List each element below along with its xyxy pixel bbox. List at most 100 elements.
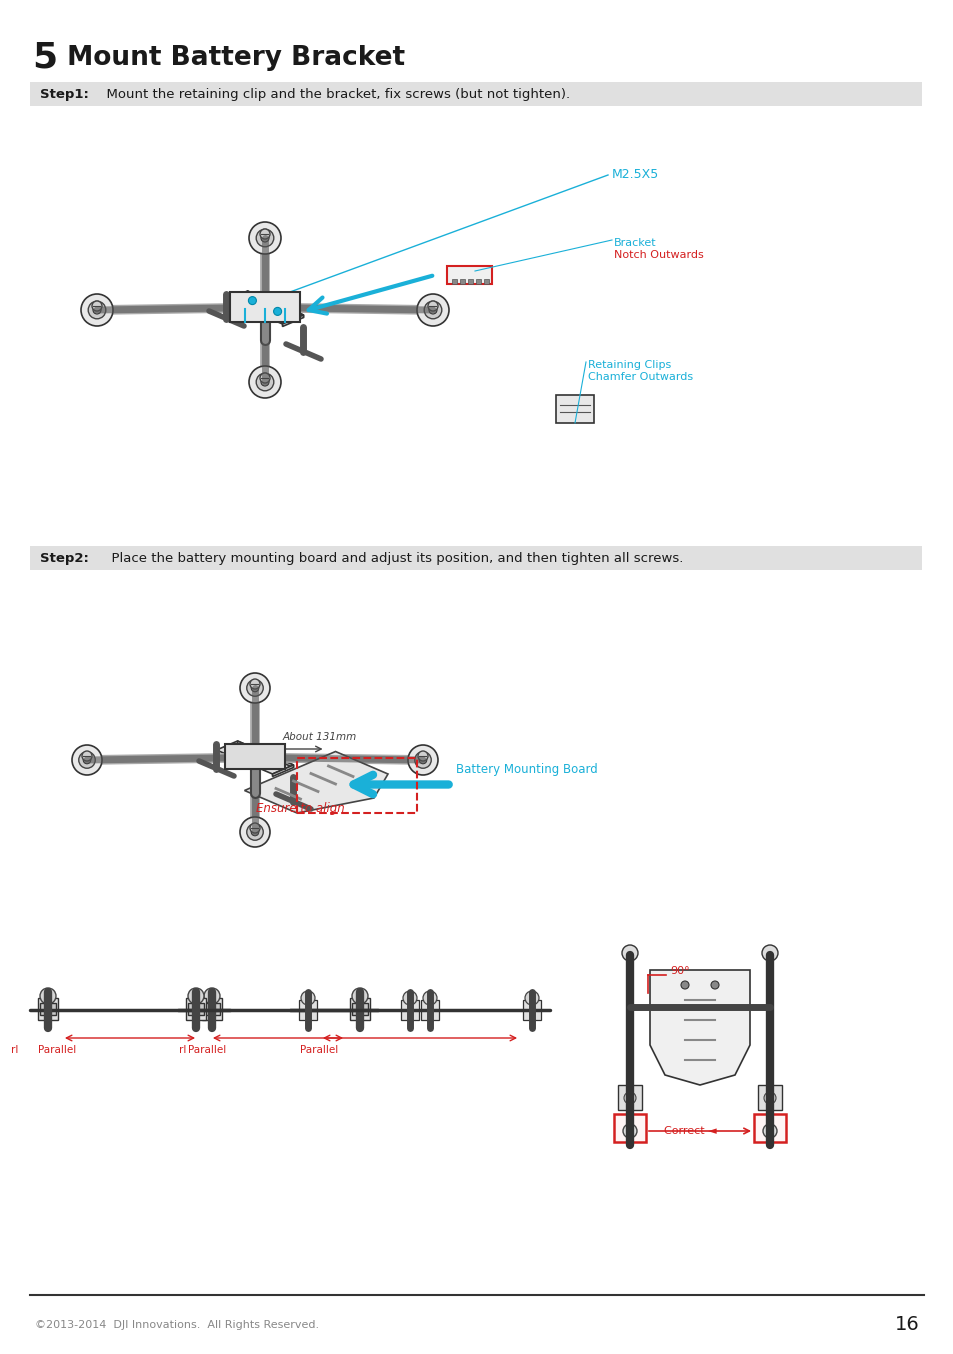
Circle shape	[256, 374, 274, 391]
Circle shape	[680, 982, 688, 988]
Circle shape	[251, 829, 258, 835]
Text: 16: 16	[894, 1316, 919, 1335]
Circle shape	[193, 992, 199, 999]
Circle shape	[402, 991, 416, 1005]
Text: Chamfer Outwards: Chamfer Outwards	[587, 372, 693, 382]
Bar	[556, 395, 594, 422]
Polygon shape	[649, 969, 749, 1085]
Text: Battery Mounting Board: Battery Mounting Board	[456, 764, 598, 776]
Circle shape	[428, 301, 437, 311]
Text: Step1:: Step1:	[40, 88, 89, 102]
Circle shape	[261, 234, 269, 242]
Polygon shape	[273, 765, 294, 776]
Circle shape	[260, 229, 270, 240]
Circle shape	[524, 991, 538, 1005]
Bar	[40, 1003, 56, 1016]
Text: ©2013-2014  DJI Innovations.  All Rights Reserved.: ©2013-2014 DJI Innovations. All Rights R…	[35, 1320, 319, 1330]
Text: rl: rl	[11, 1045, 19, 1055]
Circle shape	[45, 992, 51, 999]
Text: Place the battery mounting board and adjust its position, and then tighten all s: Place the battery mounting board and adj…	[103, 552, 682, 565]
Circle shape	[40, 988, 56, 1005]
Circle shape	[763, 1091, 775, 1104]
Bar	[225, 743, 285, 769]
Bar	[758, 1085, 781, 1110]
Circle shape	[274, 307, 281, 315]
Circle shape	[250, 678, 260, 689]
Circle shape	[249, 222, 281, 255]
Bar	[230, 292, 299, 322]
Polygon shape	[244, 751, 388, 812]
Circle shape	[88, 301, 106, 318]
Circle shape	[260, 372, 270, 383]
Circle shape	[247, 680, 263, 696]
Bar	[350, 998, 370, 1020]
Circle shape	[356, 992, 363, 999]
Circle shape	[623, 1091, 636, 1104]
Text: Mount the retaining clip and the bracket, fix screws (but not tighten).: Mount the retaining clip and the bracket…	[98, 88, 570, 102]
Text: Parallel: Parallel	[299, 1045, 338, 1055]
Circle shape	[240, 673, 270, 703]
Circle shape	[417, 751, 428, 761]
Circle shape	[83, 757, 91, 764]
Text: 5: 5	[32, 41, 57, 74]
Circle shape	[710, 982, 719, 988]
Circle shape	[81, 294, 112, 326]
Polygon shape	[216, 741, 294, 774]
Bar	[352, 1003, 368, 1016]
Circle shape	[209, 992, 214, 999]
Circle shape	[622, 1124, 637, 1137]
Bar	[204, 1003, 220, 1016]
Polygon shape	[237, 741, 294, 768]
Circle shape	[256, 229, 274, 246]
Circle shape	[422, 991, 436, 1005]
Bar	[447, 265, 492, 284]
Bar	[188, 1003, 204, 1016]
Circle shape	[762, 1124, 776, 1137]
Bar	[468, 279, 473, 284]
Text: Ensure to align: Ensure to align	[255, 802, 344, 815]
Bar	[202, 998, 222, 1020]
Text: rl: rl	[179, 1045, 187, 1055]
Circle shape	[71, 745, 102, 774]
Circle shape	[251, 684, 258, 692]
Bar	[400, 1001, 418, 1020]
Bar	[38, 998, 58, 1020]
Circle shape	[416, 294, 449, 326]
Circle shape	[204, 988, 220, 1005]
Text: M2.5X5: M2.5X5	[612, 168, 659, 181]
Circle shape	[621, 945, 638, 961]
Bar	[614, 1114, 645, 1141]
Bar	[297, 758, 417, 812]
Circle shape	[301, 991, 314, 1005]
Bar	[753, 1114, 785, 1141]
Bar	[460, 279, 465, 284]
Text: About 131mm: About 131mm	[283, 733, 356, 742]
Polygon shape	[226, 291, 303, 324]
Circle shape	[82, 751, 91, 761]
Bar	[298, 1001, 316, 1020]
Polygon shape	[282, 315, 303, 326]
Circle shape	[261, 378, 269, 386]
Bar	[420, 1001, 438, 1020]
Circle shape	[240, 816, 270, 848]
Bar	[522, 1001, 540, 1020]
Text: Parallel: Parallel	[188, 1045, 226, 1055]
Bar	[30, 83, 921, 106]
Bar	[476, 279, 481, 284]
Circle shape	[418, 757, 426, 764]
Circle shape	[250, 823, 260, 833]
Circle shape	[761, 945, 778, 961]
Bar	[186, 998, 206, 1020]
Text: Bracket: Bracket	[614, 238, 656, 248]
Bar	[484, 279, 489, 284]
Circle shape	[247, 823, 263, 841]
Circle shape	[92, 306, 101, 314]
Text: Correct ◄: Correct ◄	[663, 1127, 716, 1136]
Bar	[618, 1085, 641, 1110]
Circle shape	[249, 366, 281, 398]
Circle shape	[79, 751, 95, 768]
Circle shape	[248, 297, 256, 305]
Circle shape	[91, 301, 102, 311]
Circle shape	[415, 751, 431, 768]
Circle shape	[352, 988, 368, 1005]
